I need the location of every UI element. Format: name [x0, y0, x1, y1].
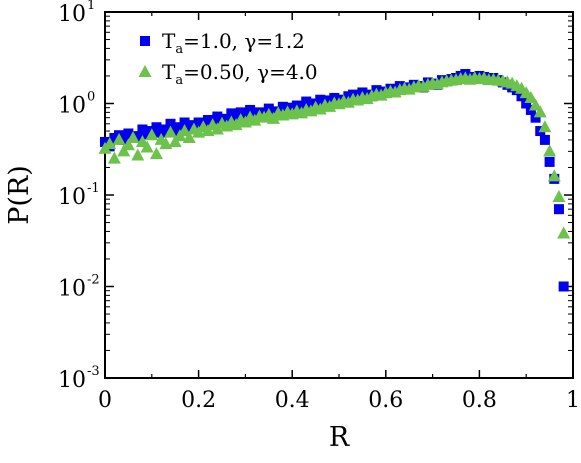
triangle-point [149, 147, 163, 160]
square-point [315, 94, 326, 105]
triangle-point [107, 151, 121, 164]
triangle-point [524, 90, 538, 103]
y-tick-base: 10 [58, 368, 86, 393]
x-tick-label: 0.4 [275, 388, 310, 413]
triangle-point [164, 125, 178, 138]
square-point [118, 134, 129, 145]
triangle-point [159, 137, 173, 150]
y-tick-label: 10 -1 [58, 181, 100, 210]
y-tick-label: 10 0 [58, 90, 95, 119]
square-point [553, 204, 564, 215]
legend: Ta=1.0, γ=1.2 Ta=0.50, γ=4.0 [138, 29, 318, 88]
y-tick-base: 10 [58, 277, 86, 302]
y-tick-label: 10 -3 [58, 364, 100, 393]
legend-label: Ta=0.50, γ=4.0 [162, 60, 318, 88]
square-point [530, 112, 541, 123]
triangle-point [103, 137, 117, 150]
x-tick-label: 0 [98, 388, 112, 413]
y-axis-label: P(R) [4, 165, 35, 225]
x-axis-label: R [329, 422, 350, 453]
triangle-point [552, 190, 566, 203]
square-point [539, 134, 550, 145]
square-point [301, 96, 312, 107]
square-point [558, 281, 569, 292]
legend-label: Ta=1.0, γ=1.2 [162, 29, 305, 57]
series-triangle [98, 70, 571, 239]
square-point [179, 117, 190, 128]
square-point [544, 156, 555, 167]
x-tick-label: 0.2 [181, 388, 216, 413]
legend-entry: Ta=1.0, γ=1.2 [140, 29, 305, 57]
triangle-point [126, 130, 140, 143]
triangle-point [112, 132, 126, 145]
square-point [160, 124, 171, 135]
y-tick-base: 10 [58, 94, 86, 119]
square-point [132, 132, 143, 143]
triangle-point [533, 105, 547, 118]
triangle-point [543, 144, 557, 157]
square-point [165, 118, 176, 129]
y-tick-exponent: -2 [87, 273, 100, 288]
triangle-point [131, 148, 145, 161]
y-tick-exponent: -3 [87, 364, 100, 379]
y-tick-exponent: -1 [87, 181, 100, 196]
x-tick-label: 0.8 [462, 388, 497, 413]
triangle-point [121, 138, 135, 151]
triangle-point [117, 144, 131, 157]
x-tick-label: 0.6 [368, 388, 403, 413]
legend-square-marker [140, 36, 150, 46]
legend-entry: Ta=0.50, γ=4.0 [138, 60, 318, 88]
triangle-point [547, 169, 561, 182]
triangle-point [145, 128, 159, 141]
legend-triangle-marker [138, 65, 152, 77]
square-point [221, 113, 232, 124]
y-tick-label: 10 1 [58, 0, 95, 27]
triangle-point [529, 98, 543, 111]
square-point [226, 108, 237, 119]
square-point [521, 98, 532, 109]
triangle-point [140, 140, 154, 153]
y-tick-base: 10 [58, 2, 86, 27]
triangle-point [178, 124, 192, 137]
triangle-point [538, 120, 552, 133]
y-tick-label: 10 -2 [58, 273, 100, 302]
data-marks [98, 69, 571, 292]
y-tick-exponent: 0 [87, 90, 95, 105]
square-point [212, 111, 223, 122]
y-tick-exponent: 1 [87, 0, 95, 13]
triangle-point [182, 130, 196, 143]
square-point [151, 122, 162, 133]
y-tick-base: 10 [58, 185, 86, 210]
x-tick-label: 1 [566, 388, 580, 413]
triangle-point [557, 226, 571, 239]
